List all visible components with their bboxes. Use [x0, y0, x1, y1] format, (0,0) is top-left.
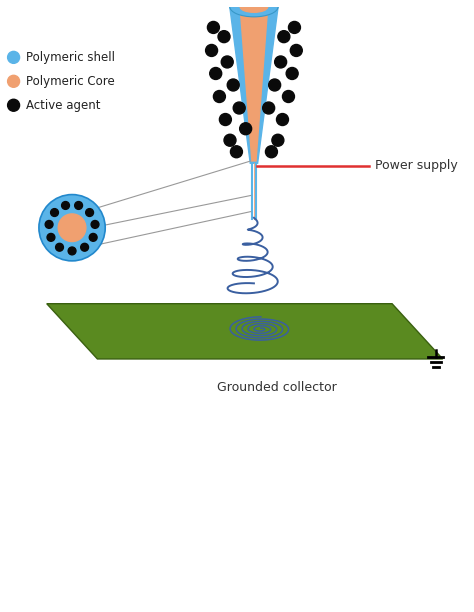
Circle shape	[230, 146, 242, 158]
Ellipse shape	[240, 1, 268, 12]
Circle shape	[224, 134, 236, 146]
Circle shape	[89, 233, 97, 241]
Circle shape	[289, 21, 301, 34]
Circle shape	[227, 79, 239, 91]
Circle shape	[290, 45, 302, 56]
Circle shape	[39, 195, 105, 261]
Circle shape	[265, 146, 277, 158]
Circle shape	[62, 201, 69, 209]
Text: Grounded collector: Grounded collector	[217, 381, 337, 394]
Circle shape	[68, 247, 76, 255]
Circle shape	[276, 114, 289, 125]
Circle shape	[272, 134, 284, 146]
Circle shape	[213, 91, 226, 102]
Circle shape	[219, 114, 231, 125]
Circle shape	[91, 220, 99, 228]
Circle shape	[263, 102, 274, 114]
Circle shape	[8, 99, 19, 111]
Polygon shape	[47, 304, 443, 359]
Circle shape	[278, 31, 290, 43]
Circle shape	[233, 102, 245, 114]
Circle shape	[8, 75, 19, 88]
Circle shape	[8, 51, 19, 64]
Circle shape	[218, 31, 230, 43]
Polygon shape	[230, 7, 278, 163]
Circle shape	[58, 214, 86, 242]
Circle shape	[81, 244, 89, 251]
Text: Polymeric Core: Polymeric Core	[27, 75, 115, 88]
Circle shape	[75, 201, 82, 209]
Ellipse shape	[230, 0, 278, 17]
Circle shape	[86, 209, 93, 217]
Circle shape	[47, 233, 55, 241]
Polygon shape	[240, 7, 268, 161]
Circle shape	[269, 79, 281, 91]
Circle shape	[274, 56, 287, 68]
Circle shape	[283, 91, 294, 102]
Circle shape	[240, 123, 252, 135]
Circle shape	[45, 220, 53, 228]
Circle shape	[51, 209, 58, 217]
Circle shape	[221, 56, 233, 68]
Text: Power supply: Power supply	[374, 159, 457, 172]
Circle shape	[210, 67, 222, 80]
Circle shape	[286, 67, 298, 80]
Circle shape	[206, 45, 218, 56]
Text: Active agent: Active agent	[27, 99, 101, 112]
Circle shape	[55, 244, 64, 251]
Text: Polymeric shell: Polymeric shell	[27, 51, 116, 64]
Circle shape	[208, 21, 219, 34]
